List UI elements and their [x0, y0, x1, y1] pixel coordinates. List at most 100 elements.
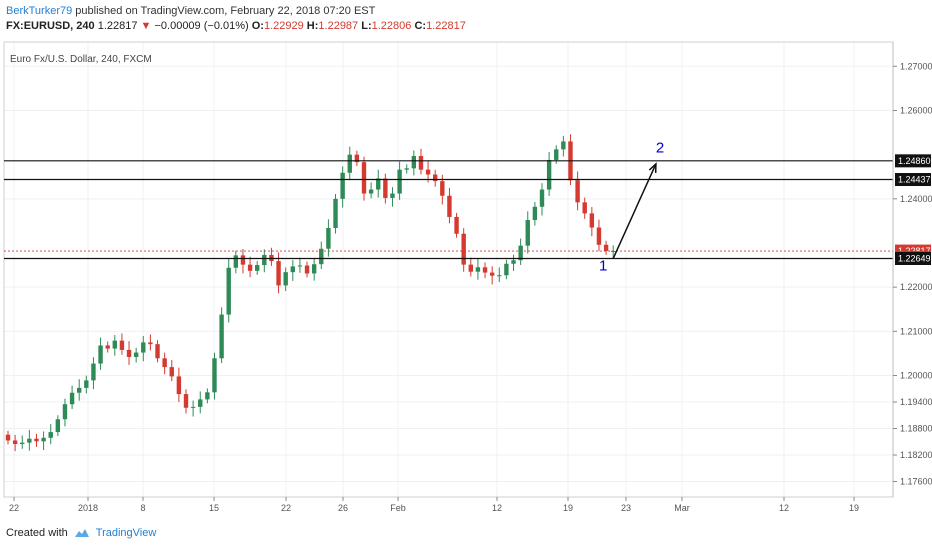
candle-body: [368, 189, 374, 194]
candle-body: [77, 387, 82, 393]
tradingview-link[interactable]: TradingView: [95, 527, 157, 539]
candle: [596, 219, 602, 252]
candle-body: [233, 255, 239, 268]
y-tick-label: 1.18800: [900, 424, 932, 434]
candle: [475, 258, 481, 280]
price-box: 1.22649: [895, 252, 931, 266]
symbol-line: FX:EURUSD, 240 1.22817 ▼ −0.00009 (−0.01…: [6, 20, 466, 32]
candle: [404, 164, 409, 174]
candle: [561, 135, 566, 157]
candle: [311, 258, 317, 281]
candle-body: [554, 149, 559, 160]
candle-body: [5, 434, 11, 441]
candle: [126, 341, 132, 365]
candle: [5, 430, 11, 445]
candle-body: [247, 264, 253, 271]
candle: [119, 333, 125, 355]
down-arrow-icon: ▼: [140, 20, 152, 32]
candle-body: [141, 342, 146, 353]
candle-body: [376, 178, 381, 190]
created-with-label: Created with: [6, 527, 68, 539]
candle-body: [575, 180, 580, 203]
candle-body: [84, 380, 89, 388]
candle-body: [297, 265, 303, 267]
candle-body: [126, 349, 132, 357]
candle: [91, 357, 96, 390]
candle: [468, 257, 473, 277]
price-box-bg: [895, 252, 931, 266]
candle-body: [112, 340, 117, 349]
candle-body: [290, 266, 295, 273]
x-tick-label: 19: [849, 503, 859, 513]
last-price: 1.22817: [97, 20, 138, 32]
candle-body: [447, 195, 452, 217]
candle-body: [518, 245, 523, 261]
candle-body: [169, 367, 174, 377]
close-label: C:: [414, 20, 427, 32]
candle: [141, 336, 146, 362]
x-tick-label: 19: [563, 503, 573, 513]
publish-info: published on TradingView.com, February 2…: [75, 5, 376, 17]
candle-body: [347, 154, 352, 173]
author-link[interactable]: BerkTurker79: [6, 5, 73, 17]
x-tick-label: 15: [209, 503, 219, 513]
candle: [169, 359, 174, 382]
price-box-bg: [895, 154, 931, 168]
candle: [447, 187, 452, 224]
candle-body: [425, 169, 431, 175]
candle: [497, 267, 502, 283]
candle: [105, 341, 110, 353]
candle-body: [525, 220, 530, 246]
candle: [276, 252, 281, 294]
horizontal-lines[interactable]: [4, 160, 893, 260]
candle: [589, 207, 595, 237]
candle: [518, 238, 523, 265]
candle-body: [596, 227, 602, 245]
projection-arrow: [612, 163, 657, 259]
candle: [603, 240, 609, 255]
candle-body: [589, 213, 595, 228]
candle: [347, 146, 352, 180]
x-tick-label: 12: [492, 503, 502, 513]
candle: [262, 249, 267, 273]
candle-body: [319, 248, 324, 265]
y-axis[interactable]: 1.27000 1.26000 1.24000 1.22000 1.21000 1.200…: [892, 42, 932, 497]
high-label: H:: [306, 20, 319, 32]
candle: [504, 259, 509, 280]
high-value: 1.22987: [318, 20, 359, 32]
candle-body: [468, 264, 473, 272]
candle-body: [440, 181, 445, 196]
chart-title: Euro Fx/U.S. Dollar, 240, FXCM: [10, 54, 152, 65]
candle-body: [383, 178, 388, 198]
chart-grid: [4, 42, 893, 497]
candle: [454, 212, 459, 238]
candle: [12, 434, 18, 452]
x-axis[interactable]: 22 2018 8 15 22 26 Feb 12 19 23 Mar 12 19: [9, 497, 859, 513]
y-tick-label: 1.19400: [900, 397, 932, 407]
candle-body: [482, 267, 488, 273]
candle: [176, 367, 182, 403]
candle-body: [240, 255, 246, 265]
candle-body: [454, 216, 459, 234]
candle-body: [532, 206, 538, 221]
x-tick-label: 22: [9, 503, 19, 513]
candle: [433, 169, 438, 187]
candle-body: [62, 404, 68, 420]
symbol-label: FX:EURUSD, 240: [6, 20, 95, 32]
candle-body: [489, 272, 495, 276]
candle: [48, 424, 53, 445]
candle: [62, 398, 68, 427]
candle: [55, 415, 61, 437]
candle-body: [105, 345, 110, 349]
close-value: 1.22817: [426, 20, 466, 32]
candle: [69, 385, 75, 410]
candle-body: [561, 141, 566, 150]
price-box-bg: [895, 173, 931, 187]
candle-body: [539, 189, 545, 207]
candle-body: [404, 168, 409, 170]
candle: [354, 150, 360, 167]
tradingview-logo-icon: [74, 529, 89, 537]
candle: [112, 335, 117, 356]
candle: [198, 391, 203, 414]
